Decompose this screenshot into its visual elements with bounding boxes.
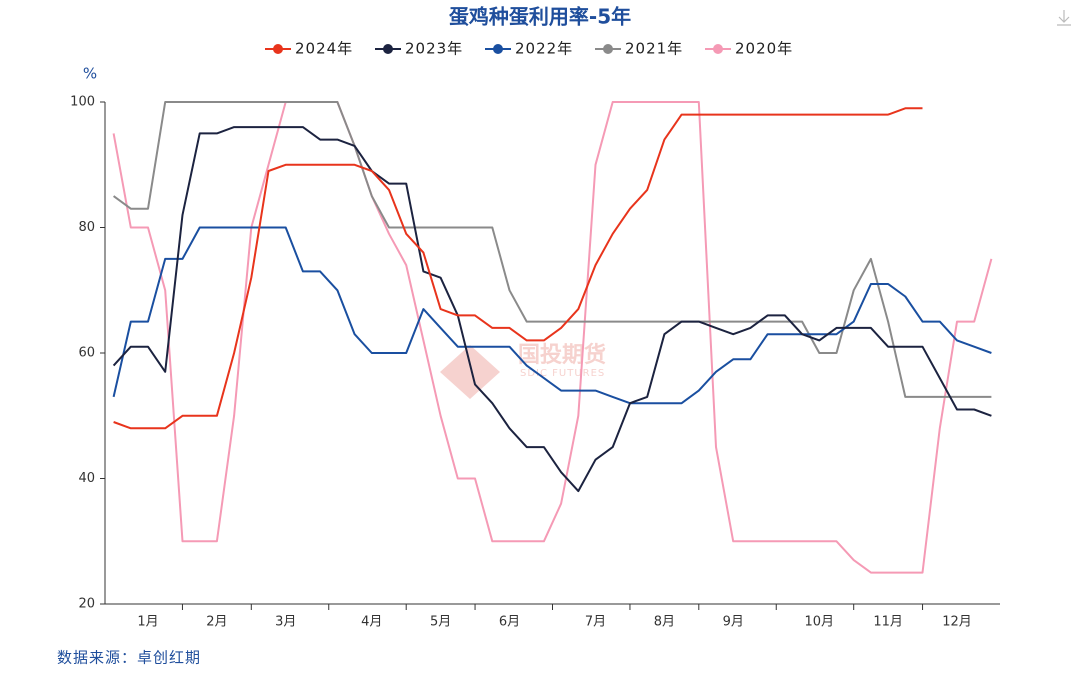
legend-label: 2023年 <box>405 40 463 58</box>
series-line <box>112 101 993 574</box>
x-tick-label: 10月 <box>805 615 835 630</box>
x-tick-label: 4月 <box>361 615 382 630</box>
series-line <box>112 126 992 493</box>
x-tick-label: 5月 <box>430 615 451 630</box>
legend-label: 2024年 <box>295 40 353 58</box>
x-tick-label: 3月 <box>275 615 296 630</box>
y-tick-label: 40 <box>78 471 95 486</box>
x-tick-label: 1月 <box>137 615 158 630</box>
legend-marker <box>273 44 283 54</box>
legend-marker <box>603 44 613 54</box>
y-tick-label: 80 <box>78 220 95 235</box>
legend-label: 2020年 <box>735 40 793 58</box>
download-icon[interactable] <box>1057 10 1071 26</box>
chart-title: 蛋鸡种蛋利用率-5年 <box>449 5 631 29</box>
x-tick-label: 8月 <box>654 615 675 630</box>
watermark: 国投期货 SDIC FUTURES <box>440 342 606 399</box>
y-axis-unit: % <box>83 65 97 83</box>
legend-marker <box>383 44 393 54</box>
x-tick-label: 9月 <box>723 615 744 630</box>
legend-marker <box>713 44 723 54</box>
legend-label: 2021年 <box>625 40 683 58</box>
x-tick-label: 2月 <box>206 615 227 630</box>
source-note: 数据来源：卓创红期 <box>57 649 201 667</box>
x-tick-label: 6月 <box>499 615 520 630</box>
series-line <box>113 107 923 430</box>
x-tick-label: 11月 <box>873 615 903 630</box>
x-tick-label: 12月 <box>942 615 972 630</box>
y-tick-label: 20 <box>78 597 95 612</box>
watermark-logo <box>440 345 500 399</box>
watermark-subtext: SDIC FUTURES <box>520 368 605 379</box>
legend-marker <box>493 44 503 54</box>
y-tick-label: 100 <box>70 95 95 110</box>
legend-label: 2022年 <box>515 40 573 58</box>
watermark-text: 国投期货 <box>518 342 606 368</box>
legend: 2024年 2023年 2022年 2021年 2020年 <box>265 40 793 58</box>
y-tick-label: 60 <box>78 346 95 361</box>
x-tick-label: 7月 <box>585 615 606 630</box>
series-line <box>113 101 992 398</box>
